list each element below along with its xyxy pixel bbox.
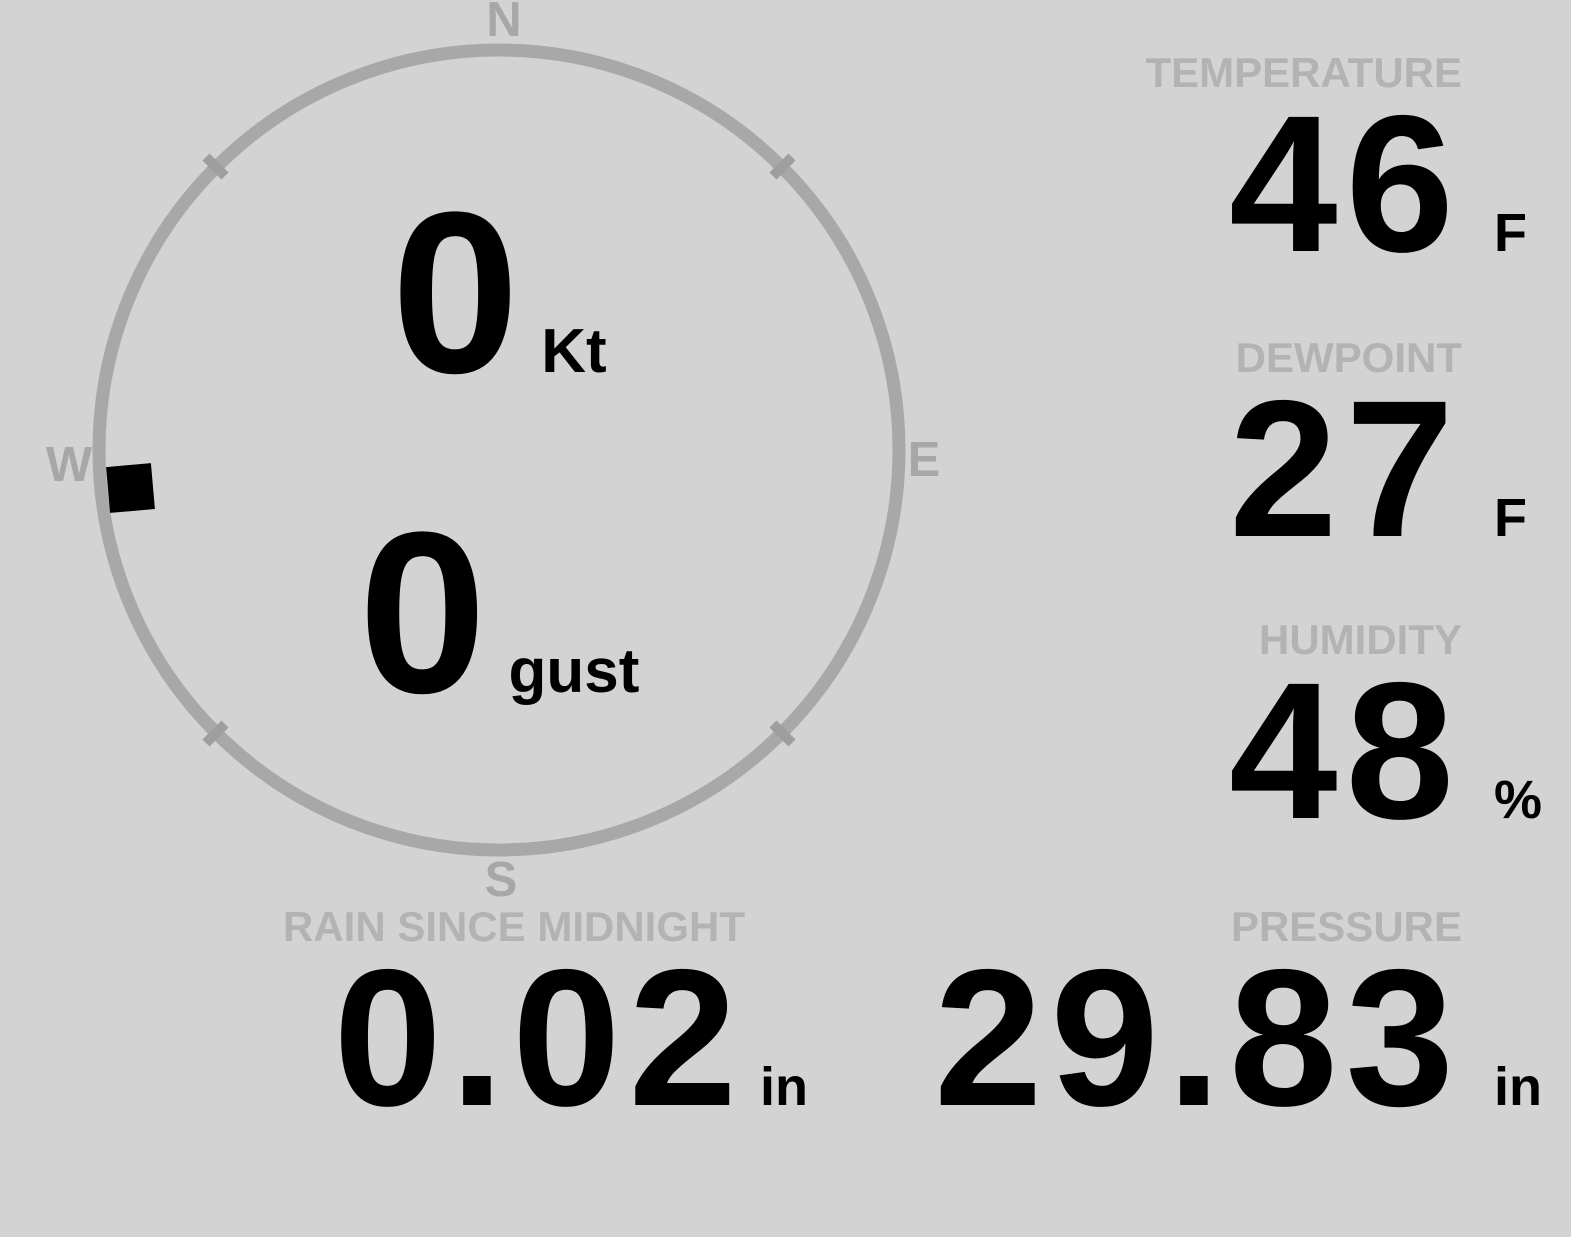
temperature-value-row: 46 F	[1145, 87, 1545, 282]
rain-label: RAIN SINCE MIDNIGHT	[283, 903, 745, 950]
pressure-label: PRESSURE	[1230, 903, 1462, 950]
humidity-value: 48	[1229, 642, 1462, 861]
wind-gust-row: 0 gust	[99, 498, 899, 728]
wind-speed-row: 0 Kt	[99, 178, 899, 408]
pressure-value-row: 29.83 in	[934, 941, 1545, 1136]
temperature-unit: F	[1494, 203, 1527, 264]
wind-gust-value: 0	[358, 484, 487, 741]
dewpoint-value-row: 27 F	[1229, 372, 1545, 567]
dewpoint-label: DEWPOINT	[1235, 334, 1462, 381]
compass-label-west: W	[45, 438, 93, 492]
humidity-value-row: 48 %	[1229, 654, 1545, 849]
wind-speed-value: 0	[391, 164, 520, 421]
temperature-metric: TEMPERATURE 46 F	[1145, 49, 1545, 282]
dewpoint-value: 27	[1229, 360, 1462, 579]
compass-tick-ne-icon	[769, 153, 796, 180]
compass-tick-nw-icon	[202, 153, 229, 180]
wind-gust-unit: gust	[508, 637, 640, 706]
humidity-label: HUMIDITY	[1259, 616, 1462, 663]
rain-metric: RAIN SINCE MIDNIGHT 0.02 in	[283, 903, 808, 1148]
compass-tick-se-icon	[769, 720, 796, 747]
compass-label-north: N	[486, 0, 522, 47]
humidity-metric: HUMIDITY 48 %	[1229, 616, 1545, 849]
compass-tick-sw-icon	[202, 720, 229, 747]
rain-unit: in	[760, 1057, 808, 1118]
compass-circle	[92, 43, 906, 857]
compass-label-east: E	[907, 433, 941, 487]
dewpoint-metric: DEWPOINT 27 F	[1229, 334, 1545, 567]
pressure-unit: in	[1494, 1057, 1542, 1118]
wind-direction-marker	[106, 463, 155, 513]
pressure-value: 29.83	[934, 929, 1462, 1148]
rain-value: 0.02	[333, 929, 745, 1148]
temperature-value: 46	[1229, 75, 1462, 294]
humidity-unit: %	[1494, 770, 1543, 831]
rain-value-row: 0.02 in	[283, 929, 808, 1148]
pressure-metric: PRESSURE 29.83 in	[934, 903, 1545, 1136]
dewpoint-unit: F	[1494, 488, 1527, 549]
compass-label-south: S	[484, 853, 518, 907]
temperature-label: TEMPERATURE	[1145, 49, 1462, 96]
wind-speed-unit: Kt	[541, 317, 607, 386]
